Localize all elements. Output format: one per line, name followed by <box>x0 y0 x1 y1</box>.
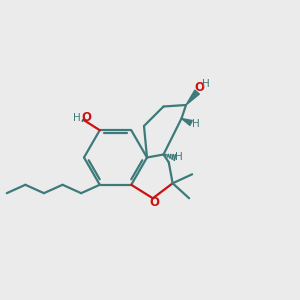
Text: O: O <box>81 111 91 124</box>
Polygon shape <box>186 90 200 105</box>
Text: H: H <box>175 152 183 163</box>
Text: .: . <box>80 110 85 125</box>
Text: H: H <box>73 112 80 123</box>
Text: O: O <box>195 81 205 94</box>
Text: H: H <box>202 79 210 89</box>
Text: O: O <box>149 196 159 209</box>
Text: H: H <box>192 119 200 129</box>
Polygon shape <box>182 118 192 125</box>
